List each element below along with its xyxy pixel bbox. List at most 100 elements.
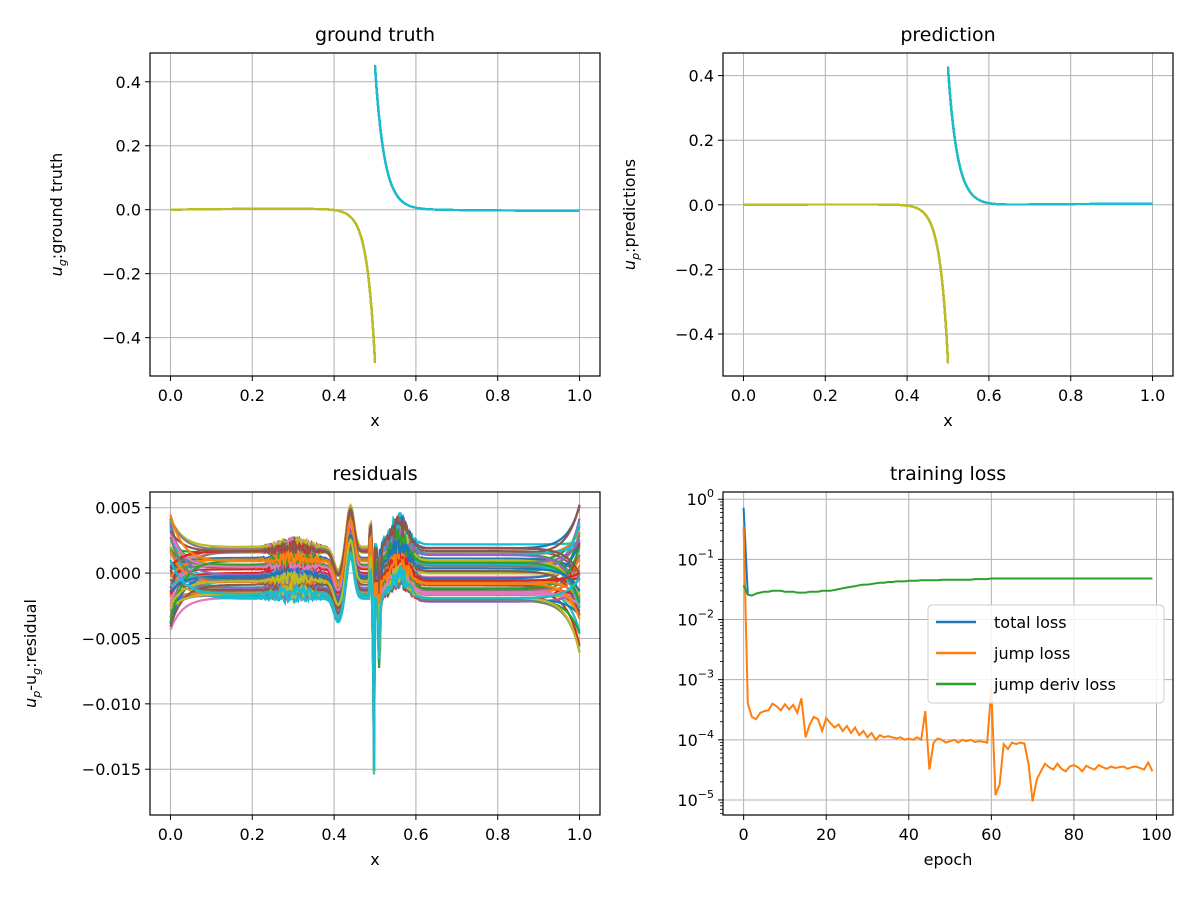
- y-tick-label: 10−4: [677, 728, 714, 750]
- y-axis-label-rest: :predictions: [620, 159, 639, 253]
- x-tick-label: 0.6: [403, 386, 428, 405]
- x-tick-label: 0.2: [240, 825, 265, 844]
- y-axis-label-subscript: p: [629, 253, 642, 261]
- y-tick-label-base: 10: [677, 731, 697, 750]
- y-tick-label: −0.005: [82, 629, 141, 648]
- panel-title: prediction: [900, 24, 995, 46]
- right-branch-curve: [374, 67, 580, 212]
- loss-series-line: [742, 526, 1154, 802]
- residual-curve: [169, 512, 580, 745]
- y-axis-label: up:predictions: [620, 159, 642, 270]
- y-axis-label: ug:ground truth: [47, 153, 69, 277]
- axes-frame: [722, 491, 1174, 816]
- y-axis-label-mid: -u: [21, 675, 40, 691]
- x-tick-label: 0.0: [731, 386, 756, 405]
- x-tick-label: 0.2: [240, 386, 265, 405]
- prediction-panel: 0.0 0.2 0.4 0.6 0.8 1.0 −0.4 −0.2 0.0 0.2 0.4 predi…: [620, 24, 1174, 430]
- y-tick-label: 0.2: [689, 131, 714, 150]
- residual-curve: [169, 507, 581, 671]
- training-loss-panel: total loss jump loss jump deriv loss 0 20 40 6…: [677, 463, 1174, 869]
- x-tick-label: 0.4: [321, 825, 346, 844]
- x-tick-label: 60: [981, 825, 1001, 844]
- x-tick-label: 0.8: [485, 386, 510, 405]
- y-tick-label: 0.2: [116, 137, 141, 156]
- y-axis-label-symbol: u: [620, 260, 639, 270]
- y-tick-label: −0.4: [675, 325, 714, 344]
- y-tick-label-exponent: 0: [707, 487, 714, 500]
- right-branch-curve: [947, 68, 1153, 206]
- y-tick-label-base: 10: [677, 550, 697, 569]
- y-tick-label-exponent: −3: [698, 668, 714, 681]
- y-tick-label: −0.010: [82, 695, 141, 714]
- y-tick-label-base: 10: [677, 671, 697, 690]
- x-tick-label: 0.4: [894, 386, 919, 405]
- x-axis-label: x: [370, 850, 379, 869]
- left-branch-curve: [170, 207, 376, 363]
- y-axis-label-subscript: g: [56, 259, 69, 266]
- y-axis-label-symbol: u: [21, 698, 40, 708]
- series-group: [742, 507, 1154, 802]
- panel-title: ground truth: [315, 24, 435, 46]
- x-tick-label: 0.6: [403, 825, 428, 844]
- y-tick-label: 0.4: [689, 67, 714, 86]
- y-tick-label-exponent: −4: [698, 728, 714, 741]
- x-tick-label: 0.2: [813, 386, 838, 405]
- loss-series-line: [742, 507, 749, 595]
- x-axis-label: x: [943, 411, 952, 430]
- x-tick-label: 0.0: [158, 825, 183, 844]
- x-tick-label: 20: [816, 825, 836, 844]
- x-tick-label: 1.0: [567, 825, 592, 844]
- y-tick-label-base: 10: [677, 611, 697, 630]
- axes-frame: [149, 52, 601, 377]
- residual-curve: [169, 550, 581, 772]
- y-tick-label-exponent: −5: [698, 788, 714, 801]
- y-tick-label-base: 10: [687, 490, 707, 509]
- y-axis-label-rest: :ground truth: [47, 153, 66, 260]
- y-tick-label: 10−1: [677, 547, 714, 569]
- x-tick-label: 1.0: [567, 386, 592, 405]
- legend-entry: jump deriv loss: [993, 675, 1116, 694]
- x-tick-label: 100: [1141, 825, 1172, 844]
- y-tick-label-exponent: −2: [698, 608, 714, 621]
- axes-frame: [722, 52, 1174, 377]
- y-axis-label-subscript: g: [30, 668, 43, 675]
- y-tick-label: 10−2: [677, 608, 714, 630]
- y-tick-label: 0.005: [95, 499, 141, 518]
- y-tick-label-exponent: −1: [698, 547, 714, 560]
- x-tick-label: 0.4: [321, 386, 346, 405]
- loss-series-line: [742, 577, 1153, 597]
- y-tick-label: 0.000: [95, 564, 141, 583]
- y-tick-label: 10−5: [677, 788, 714, 810]
- x-tick-label: 0.8: [485, 825, 510, 844]
- legend: total loss jump loss jump deriv loss: [927, 604, 1165, 704]
- residual-curve: [169, 514, 581, 707]
- residuals-panel: 0.0 0.2 0.4 0.6 0.8 1.0 −0.015 −0.010 −0.005 0.00…: [21, 463, 601, 869]
- series-group: [743, 66, 1153, 364]
- x-tick-label: 0.8: [1058, 386, 1083, 405]
- x-tick-label: 40: [899, 825, 919, 844]
- axes-frame: [149, 491, 601, 816]
- y-tick-label: 0.0: [689, 196, 714, 215]
- legend-entry: total loss: [994, 613, 1067, 632]
- legend-box: [927, 604, 1165, 704]
- x-axis-label: x: [370, 411, 379, 430]
- x-tick-label: 80: [1064, 825, 1084, 844]
- y-tick-label: −0.2: [675, 260, 714, 279]
- y-tick-label: −0.015: [82, 760, 141, 779]
- panel-title: training loss: [890, 463, 1006, 485]
- x-tick-label: 1.0: [1140, 386, 1165, 405]
- series-group: [169, 503, 581, 775]
- x-tick-label: 0.6: [976, 386, 1001, 405]
- x-tick-label: 0: [739, 825, 749, 844]
- legend-entry: jump loss: [993, 644, 1070, 663]
- y-axis-label-symbol: u: [47, 266, 66, 276]
- y-tick-label: 10−3: [677, 668, 714, 690]
- y-axis-label-rest: :residual: [21, 599, 40, 668]
- x-tick-label: 0.0: [158, 386, 183, 405]
- y-tick-label: −0.4: [102, 329, 141, 348]
- series-group: [170, 64, 580, 364]
- y-tick-label: 100: [687, 487, 714, 509]
- left-branch-curve: [743, 203, 949, 363]
- y-axis-label: up-ug:residual: [21, 599, 43, 708]
- y-tick-label: −0.2: [102, 265, 141, 284]
